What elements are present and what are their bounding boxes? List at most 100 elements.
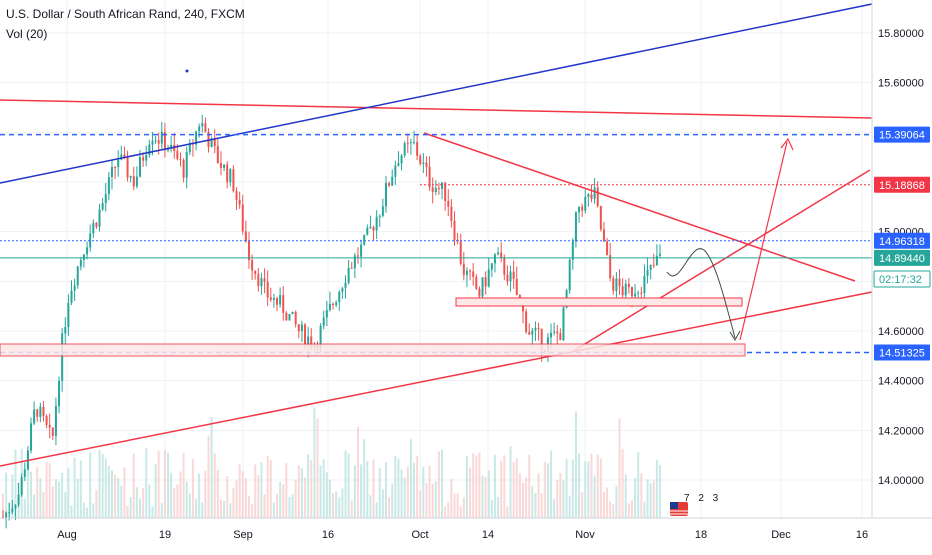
volume-bar-103	[322, 459, 325, 518]
volume-bar-70	[219, 499, 222, 518]
volume-bar-185	[578, 453, 581, 518]
price-axis[interactable]: 15.8000015.6000015.3906415.1886815.00000…	[871, 0, 931, 518]
candle-body-37	[117, 159, 120, 168]
volume-label: Vol (20)	[6, 27, 48, 41]
candle-body-180	[562, 307, 565, 341]
candle-body-43	[135, 176, 138, 187]
logo-digits: 7 2 3	[684, 493, 722, 504]
target-arrow-line	[739, 141, 788, 341]
volume-bar-28	[89, 452, 92, 518]
volume-bar-201	[627, 503, 630, 518]
candle-body-122	[381, 206, 384, 216]
candle-body-92	[288, 314, 291, 321]
volume-bar-114	[356, 426, 359, 518]
volume-bar-101	[316, 418, 319, 518]
volume-bar-176	[550, 450, 553, 518]
volume-bar-109	[341, 488, 344, 518]
candle-body-16	[51, 427, 54, 436]
candle-body-76	[238, 199, 241, 205]
volume-bar-49	[154, 464, 157, 518]
volume-bar-174	[543, 461, 546, 518]
candle-body-78	[244, 231, 247, 242]
volume-bar-167	[521, 482, 524, 518]
volume-bar-130	[406, 466, 409, 518]
volume-bar-61	[191, 459, 194, 518]
volume-bar-110	[344, 450, 347, 518]
candle-body-79	[247, 241, 250, 261]
candle-body-158	[493, 254, 496, 264]
price-tag-1: 15.18868	[879, 180, 925, 192]
candle-body-106	[332, 303, 335, 306]
volume-bar-63	[198, 473, 201, 518]
volume-bar-178	[556, 480, 559, 518]
candle-body-86	[269, 297, 272, 300]
volume-bar-171	[534, 492, 537, 518]
volume-bar-193	[602, 491, 605, 518]
time-tick-label-8: Dec	[771, 529, 791, 541]
volume-bar-172	[537, 473, 540, 518]
volume-bar-73	[229, 503, 232, 518]
candle-body-20	[64, 327, 67, 334]
volume-bar-76	[238, 463, 241, 518]
volume-bar-82	[257, 475, 260, 518]
candle-body-205	[640, 292, 643, 294]
volume-bar-66	[207, 435, 210, 518]
volume-bar-160	[500, 460, 503, 518]
candle-body-107	[335, 302, 338, 306]
price-tag-bg-1	[874, 176, 930, 193]
candle-body-155	[484, 277, 487, 287]
candle-body-17	[54, 406, 57, 436]
volume-bar-1	[5, 472, 8, 518]
volume-bar-36	[114, 474, 117, 518]
candle-body-109	[341, 288, 344, 292]
candle-body-186	[581, 206, 584, 211]
volume-bar-120	[375, 502, 378, 518]
volume-bar-43	[135, 487, 138, 518]
volume-bar-177	[553, 499, 556, 518]
volume-bar-39	[123, 467, 126, 518]
candle-body-159	[497, 252, 500, 255]
volume-bar-121	[378, 467, 381, 518]
volume-bar-191	[596, 454, 599, 518]
candle-body-4	[14, 504, 17, 509]
candle-body-60	[188, 143, 191, 152]
candle-body-42	[132, 176, 135, 187]
volume-bar-165	[515, 458, 518, 518]
volume-bar-197	[615, 486, 618, 518]
volume-bar-124	[388, 497, 391, 518]
volume-bar-190	[593, 475, 596, 518]
candle-body-59	[185, 151, 188, 178]
volume-bar-15	[48, 463, 51, 518]
volume-bar-26	[82, 502, 85, 518]
volume-bar-90	[282, 484, 285, 518]
price-tag-0: 15.39064	[879, 130, 925, 142]
volume-bar-79	[247, 495, 250, 518]
volume-bar-45	[142, 488, 145, 518]
volume-bar-56	[176, 484, 179, 518]
volume-bar-50	[157, 451, 160, 518]
volume-bar-62	[195, 498, 198, 518]
drawings[interactable]	[0, 3, 873, 467]
volume-bar-23	[73, 457, 76, 518]
candle-body-67	[210, 138, 213, 148]
time-axis[interactable]: Aug 19 Sep 16 Oct 14 Nov 18 Dec 16	[0, 517, 932, 541]
candle-body-28	[89, 233, 92, 248]
candle-body-172	[537, 328, 540, 330]
volume-bar-106	[332, 492, 335, 518]
volume-bar-58	[182, 452, 185, 518]
candle-body-99	[310, 336, 313, 347]
candle-body-73	[229, 169, 232, 183]
volume-bar-133	[416, 456, 419, 518]
candle-body-9	[30, 423, 33, 451]
candle-body-149	[465, 270, 468, 275]
volume-bar-7	[23, 498, 26, 518]
candle-body-162	[506, 274, 509, 282]
candle-body-171	[534, 328, 537, 331]
ascending-trendline	[574, 169, 871, 351]
volume-bar-183	[571, 459, 574, 518]
time-tick-label-2: Sep	[233, 529, 253, 541]
candle-body-91	[285, 312, 288, 321]
volume-bar-204	[637, 452, 640, 518]
